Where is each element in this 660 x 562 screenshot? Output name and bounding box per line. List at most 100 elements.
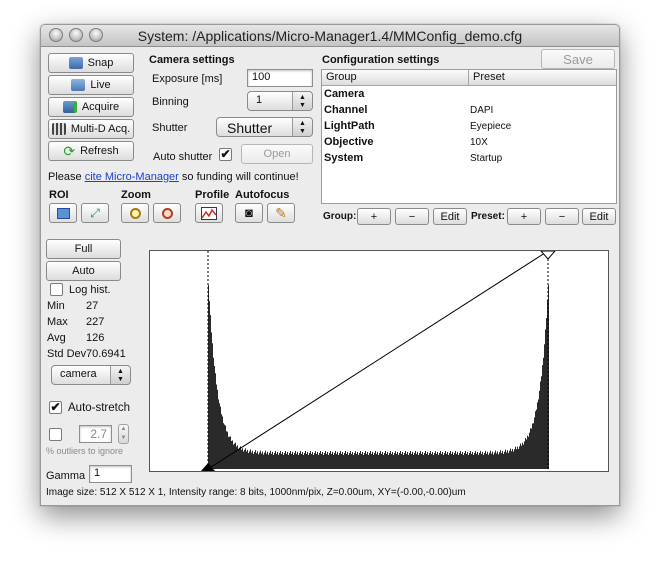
histogram-bar	[483, 454, 484, 469]
histogram-bar	[368, 455, 369, 469]
log-hist-checkbox[interactable]	[50, 283, 63, 296]
histogram-bar	[459, 452, 460, 469]
histogram-bar	[427, 451, 428, 469]
histogram-canvas[interactable]	[149, 250, 609, 472]
histogram-bar	[403, 455, 404, 469]
histogram-bar	[431, 453, 432, 469]
histogram-bar	[522, 442, 523, 469]
histogram-bar	[410, 450, 411, 469]
histogram-bar	[486, 453, 487, 469]
set-roi-button[interactable]	[49, 203, 77, 223]
histogram-bar	[235, 442, 236, 469]
cite-link[interactable]: cite Micro-Manager	[84, 171, 179, 183]
histogram-bar	[385, 451, 386, 469]
remove-group-button[interactable]: −	[395, 208, 429, 225]
outliers-stepper[interactable]: ▲ ▼	[118, 424, 129, 444]
save-button[interactable]: Save	[541, 49, 615, 69]
histogram-bar	[538, 399, 539, 469]
preset-cell: Eyepiece	[470, 121, 512, 132]
histogram-bar	[226, 431, 227, 469]
histogram-bar	[228, 436, 229, 469]
histogram-bar	[413, 454, 414, 469]
group-column-header[interactable]: Group	[326, 71, 357, 83]
max-value: 227	[86, 316, 105, 328]
auto-range-button[interactable]: Auto	[46, 261, 121, 281]
minimize-window-button[interactable]	[69, 28, 83, 42]
full-range-button[interactable]: Full	[46, 239, 121, 259]
table-row[interactable]: Camera	[322, 87, 616, 103]
preset-column-header[interactable]: Preset	[473, 71, 505, 83]
table-row[interactable]: LightPath Eyepiece	[322, 119, 616, 135]
zoom-out-button[interactable]	[153, 203, 181, 223]
histogram-bar	[537, 402, 538, 469]
table-row[interactable]: Channel DAPI	[322, 103, 616, 119]
histogram-bar	[449, 452, 450, 469]
add-group-button[interactable]: +	[357, 208, 391, 225]
acquire-button[interactable]: Acquire	[48, 97, 134, 117]
table-row[interactable]: System Startup	[322, 151, 616, 167]
configuration-settings-heading: Configuration settings	[322, 54, 440, 66]
histogram-source-select[interactable]: camera ▲ ▼	[51, 365, 131, 385]
group-cell: Camera	[324, 88, 365, 100]
multi-d-acq-button[interactable]: Multi-D Acq.	[48, 119, 134, 139]
live-button[interactable]: Live	[48, 75, 134, 95]
histogram-bar	[328, 454, 329, 469]
edit-preset-button[interactable]: Edit	[582, 208, 616, 225]
refresh-button[interactable]: ⟳ Refresh	[48, 141, 134, 161]
autofocus-options-button[interactable]: ✎	[267, 203, 295, 223]
table-row[interactable]: Objective 10X	[322, 135, 616, 151]
clear-roi-button[interactable]: ⤢	[81, 203, 109, 223]
histogram-bar	[316, 453, 317, 469]
min-handle[interactable]	[201, 463, 215, 471]
histogram-bar	[440, 450, 441, 469]
add-preset-button[interactable]: +	[507, 208, 541, 225]
zoom-window-button[interactable]	[89, 28, 103, 42]
histogram-bar	[299, 452, 300, 469]
auto-shutter-checkbox[interactable]: ✔	[219, 147, 232, 161]
snap-button[interactable]: Snap	[48, 53, 134, 73]
binoculars-icon: ◙	[245, 205, 253, 220]
histogram-bar	[447, 451, 448, 469]
histogram-bar	[464, 452, 465, 469]
exposure-input[interactable]: 100	[247, 69, 313, 87]
autofocus-button[interactable]: ◙	[235, 203, 263, 223]
binning-select[interactable]: 1 ▲ ▼	[247, 91, 313, 111]
outliers-input[interactable]: 2.7	[79, 425, 112, 443]
open-shutter-button[interactable]: Open	[241, 144, 313, 164]
histogram-bar	[512, 448, 513, 469]
histogram-bar	[417, 451, 418, 469]
histogram-bar	[257, 451, 258, 469]
histogram-bar	[223, 423, 224, 469]
histogram-bar	[528, 436, 529, 469]
histogram-bar	[334, 452, 335, 469]
line-profile-button[interactable]	[195, 203, 223, 223]
outliers-checkbox[interactable]	[49, 428, 62, 441]
close-window-button[interactable]	[49, 28, 63, 42]
shutter-select[interactable]: Shutter ▲ ▼	[216, 117, 313, 137]
histogram-bar	[330, 450, 331, 469]
zoom-in-button[interactable]	[121, 203, 149, 223]
histogram-bar	[470, 450, 471, 469]
histogram-bar	[509, 450, 510, 469]
histogram-bar	[231, 440, 232, 469]
contrast-curve	[207, 250, 549, 470]
auto-stretch-checkbox[interactable]: ✔	[49, 400, 62, 414]
histogram-bar	[258, 454, 259, 469]
gamma-input[interactable]: 1	[89, 465, 132, 483]
histogram-bar	[247, 449, 248, 469]
histogram-bar	[217, 389, 218, 469]
group-cell: Channel	[324, 104, 368, 116]
refresh-icon: ⟳	[63, 143, 76, 159]
histogram-bar	[484, 452, 485, 469]
max-handle[interactable]	[539, 250, 557, 260]
exposure-label: Exposure [ms]	[152, 73, 223, 85]
histogram-bar	[386, 454, 387, 469]
histogram-plot[interactable]	[150, 250, 608, 471]
histogram-bar	[278, 454, 279, 469]
edit-group-button[interactable]: Edit	[433, 208, 467, 225]
histogram-bar	[312, 451, 313, 469]
histogram-bar	[438, 454, 439, 469]
histogram-bar	[218, 399, 219, 469]
remove-preset-button[interactable]: −	[545, 208, 579, 225]
histogram-bar	[541, 376, 542, 469]
